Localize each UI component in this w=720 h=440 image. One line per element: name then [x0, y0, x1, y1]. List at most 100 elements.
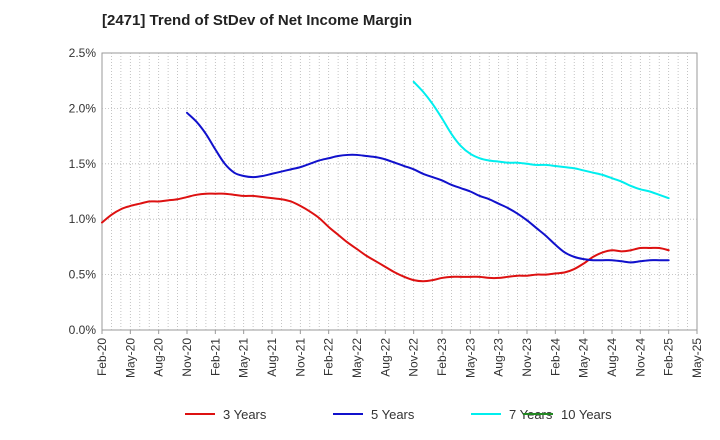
data-point-5-years	[403, 165, 405, 167]
data-point-3-years	[498, 277, 500, 279]
data-point-5-years	[280, 170, 283, 173]
data-point-7-years	[516, 162, 519, 164]
data-point-7-years	[620, 180, 623, 183]
data-point-5-years	[668, 259, 670, 261]
series-line-7-years	[412, 80, 670, 200]
x-tick-label: Nov-21	[293, 338, 307, 377]
series	[101, 80, 670, 283]
data-point-3-years	[507, 276, 509, 278]
data-point-5-years	[224, 163, 226, 165]
data-point-3-years	[639, 247, 641, 249]
data-point-5-years	[375, 156, 377, 158]
data-point-3-years	[205, 193, 207, 195]
data-point-3-years	[176, 198, 179, 200]
data-point-3-years	[318, 217, 320, 219]
data-point-3-years	[261, 196, 264, 198]
data-point-5-years	[620, 260, 623, 262]
data-point-3-years	[365, 255, 368, 257]
plot-area	[101, 52, 698, 331]
data-point-7-years	[639, 188, 641, 190]
data-point-3-years	[431, 279, 434, 281]
data-point-5-years	[488, 198, 490, 200]
data-point-3-years	[290, 200, 292, 203]
x-tick-label: Nov-23	[520, 338, 534, 377]
legend: 3 Years 5 Years 7 Years 10 Years	[185, 407, 612, 422]
data-point-5-years	[328, 157, 330, 159]
data-point-3-years	[384, 266, 386, 268]
x-tick-label: Nov-24	[633, 338, 647, 377]
data-point-7-years	[611, 177, 613, 179]
data-point-3-years	[573, 268, 575, 270]
data-point-3-years	[516, 275, 519, 277]
data-point-5-years	[290, 168, 292, 170]
y-axis: 0.0% 0.5% 1.0% 1.5% 2.0% 2.5%	[69, 46, 97, 337]
data-point-3-years	[214, 193, 216, 195]
x-tick-label: Aug-24	[605, 338, 619, 377]
x-tick-label: May-25	[690, 338, 704, 378]
data-point-3-years	[252, 195, 254, 197]
x-tick-label: May-23	[463, 338, 477, 378]
data-point-5-years	[252, 176, 254, 178]
data-point-3-years	[309, 210, 311, 213]
data-point-5-years	[318, 159, 320, 162]
data-point-7-years	[431, 103, 434, 105]
data-point-3-years	[243, 195, 245, 197]
data-point-3-years	[479, 276, 481, 278]
data-point-5-years	[261, 175, 264, 177]
data-point-7-years	[658, 194, 660, 196]
data-point-7-years	[498, 160, 500, 163]
data-point-3-years	[280, 198, 283, 200]
data-point-3-years	[592, 256, 594, 258]
data-point-3-years	[375, 260, 377, 262]
data-point-7-years	[554, 165, 556, 167]
data-point-5-years	[356, 154, 358, 156]
data-point-3-years	[271, 197, 273, 199]
x-axis: Feb-20 May-20 Aug-20 Nov-20 Feb-21 May-21 Aug-…	[95, 330, 704, 378]
data-point-3-years	[158, 200, 160, 203]
data-point-3-years	[668, 249, 670, 251]
data-point-7-years	[601, 174, 604, 176]
data-point-5-years	[535, 227, 538, 229]
data-point-3-years	[469, 276, 471, 278]
data-point-3-years	[526, 275, 528, 277]
x-tick-label: Aug-22	[378, 338, 392, 377]
data-point-5-years	[554, 244, 556, 246]
data-point-3-years	[328, 226, 330, 228]
data-point-3-years	[337, 234, 339, 236]
x-tick-label: Feb-24	[548, 338, 562, 376]
x-tick-label: Feb-22	[322, 338, 336, 376]
data-point-7-years	[441, 117, 443, 119]
data-point-3-years	[545, 274, 547, 276]
data-point-3-years	[450, 276, 453, 278]
legend-label-10-years: 10 Years	[561, 407, 612, 422]
data-point-7-years	[422, 91, 424, 93]
data-point-7-years	[592, 172, 594, 174]
data-point-3-years	[167, 199, 169, 201]
data-point-3-years	[110, 214, 113, 216]
data-point-3-years	[186, 196, 188, 198]
data-point-5-years	[413, 168, 415, 170]
data-point-5-years	[309, 163, 311, 165]
data-point-5-years	[479, 195, 481, 197]
data-point-5-years	[601, 259, 604, 261]
data-point-3-years	[564, 271, 566, 273]
data-point-7-years	[469, 153, 471, 155]
data-point-5-years	[639, 260, 641, 262]
y-tick-label: 1.5%	[69, 157, 97, 171]
y-tick-label: 2.5%	[69, 46, 97, 60]
data-point-7-years	[649, 190, 651, 193]
data-point-7-years	[545, 164, 547, 166]
data-point-5-years	[186, 112, 188, 114]
y-tick-label: 2.0%	[69, 101, 97, 115]
x-tick-label: Nov-20	[180, 338, 194, 377]
data-point-5-years	[394, 162, 396, 164]
data-point-5-years	[498, 203, 500, 205]
data-point-3-years	[148, 200, 150, 203]
data-point-3-years	[195, 194, 198, 196]
x-tick-label: Feb-25	[662, 338, 676, 376]
data-point-3-years	[394, 271, 396, 273]
data-point-3-years	[535, 274, 538, 276]
data-point-5-years	[233, 172, 235, 174]
x-tick-label: May-20	[123, 338, 137, 378]
data-point-5-years	[214, 148, 216, 150]
